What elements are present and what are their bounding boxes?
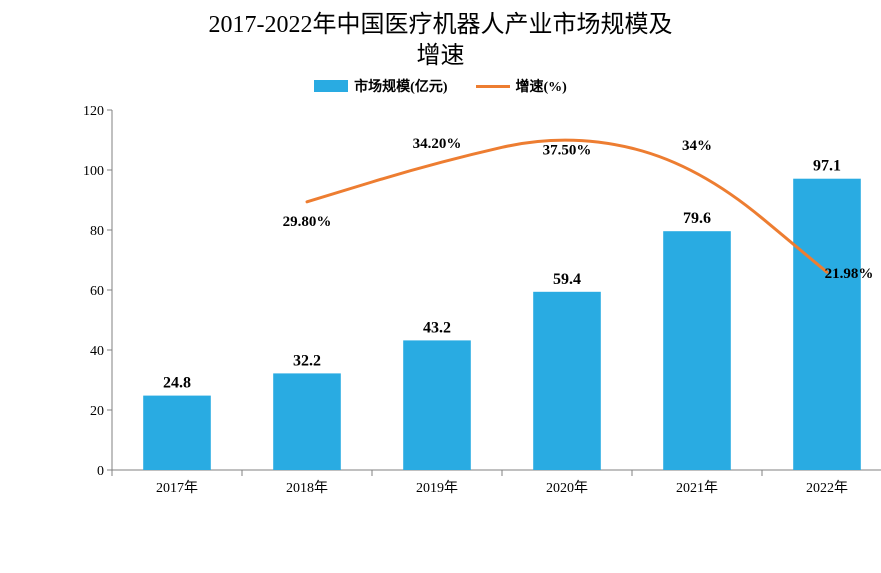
bar-value-label: 32.2 [293, 353, 321, 370]
line-value-label: 34% [682, 138, 712, 154]
bar [793, 179, 861, 470]
bar-value-label: 59.4 [553, 271, 581, 288]
bar-value-label: 24.8 [163, 375, 191, 392]
line-value-label: 21.98% [825, 267, 874, 283]
y-left-tick-label: 20 [90, 404, 104, 419]
bar-value-label: 43.2 [423, 320, 451, 337]
bar [533, 292, 601, 470]
y-left-tick-label: 100 [83, 164, 104, 179]
x-tick-label: 2019年 [416, 480, 458, 496]
x-tick-label: 2021年 [676, 480, 718, 496]
bar-value-label: 97.1 [813, 158, 841, 175]
chart-container: 2017-2022年中国医疗机器人产业市场规模及 增速 市场规模(亿元) 增速(… [0, 0, 881, 573]
legend-line-label: 增速(%) [516, 76, 567, 96]
y-left-tick-label: 40 [90, 344, 104, 359]
legend-bar-swatch [314, 80, 348, 92]
y-left-tick-label: 60 [90, 284, 104, 299]
chart-title-line1: 2017-2022年中国医疗机器人产业市场规模及 [209, 12, 673, 38]
y-left-tick-label: 0 [97, 464, 104, 479]
x-tick-label: 2018年 [286, 480, 328, 496]
chart-title: 2017-2022年中国医疗机器人产业市场规模及 增速 [20, 10, 861, 72]
chart-title-line2: 增速 [417, 43, 465, 69]
legend-bar-label: 市场规模(亿元) [354, 76, 447, 96]
bar [663, 232, 731, 471]
bar [143, 396, 211, 470]
legend-line-swatch [476, 85, 510, 88]
line-value-label: 37.50% [543, 143, 592, 159]
bar [273, 374, 341, 471]
line-value-label: 34.20% [413, 137, 462, 153]
plot-area: 02040608010012000.050.10.150.20.250.30.3… [70, 104, 811, 524]
line-value-label: 29.80% [283, 214, 332, 230]
chart-svg: 02040608010012000.050.10.150.20.250.30.3… [70, 104, 881, 500]
chart-legend: 市场规模(亿元) 增速(%) [20, 76, 861, 96]
y-left-tick-label: 80 [90, 224, 104, 239]
x-tick-label: 2020年 [546, 480, 588, 496]
y-left-tick-label: 120 [83, 104, 104, 119]
bar-value-label: 79.6 [683, 211, 711, 228]
legend-item-line: 增速(%) [476, 76, 567, 96]
x-tick-label: 2022年 [806, 480, 848, 496]
bar [403, 341, 471, 471]
x-tick-label: 2017年 [156, 480, 198, 496]
legend-item-bar: 市场规模(亿元) [314, 76, 447, 96]
growth-line [307, 141, 827, 273]
